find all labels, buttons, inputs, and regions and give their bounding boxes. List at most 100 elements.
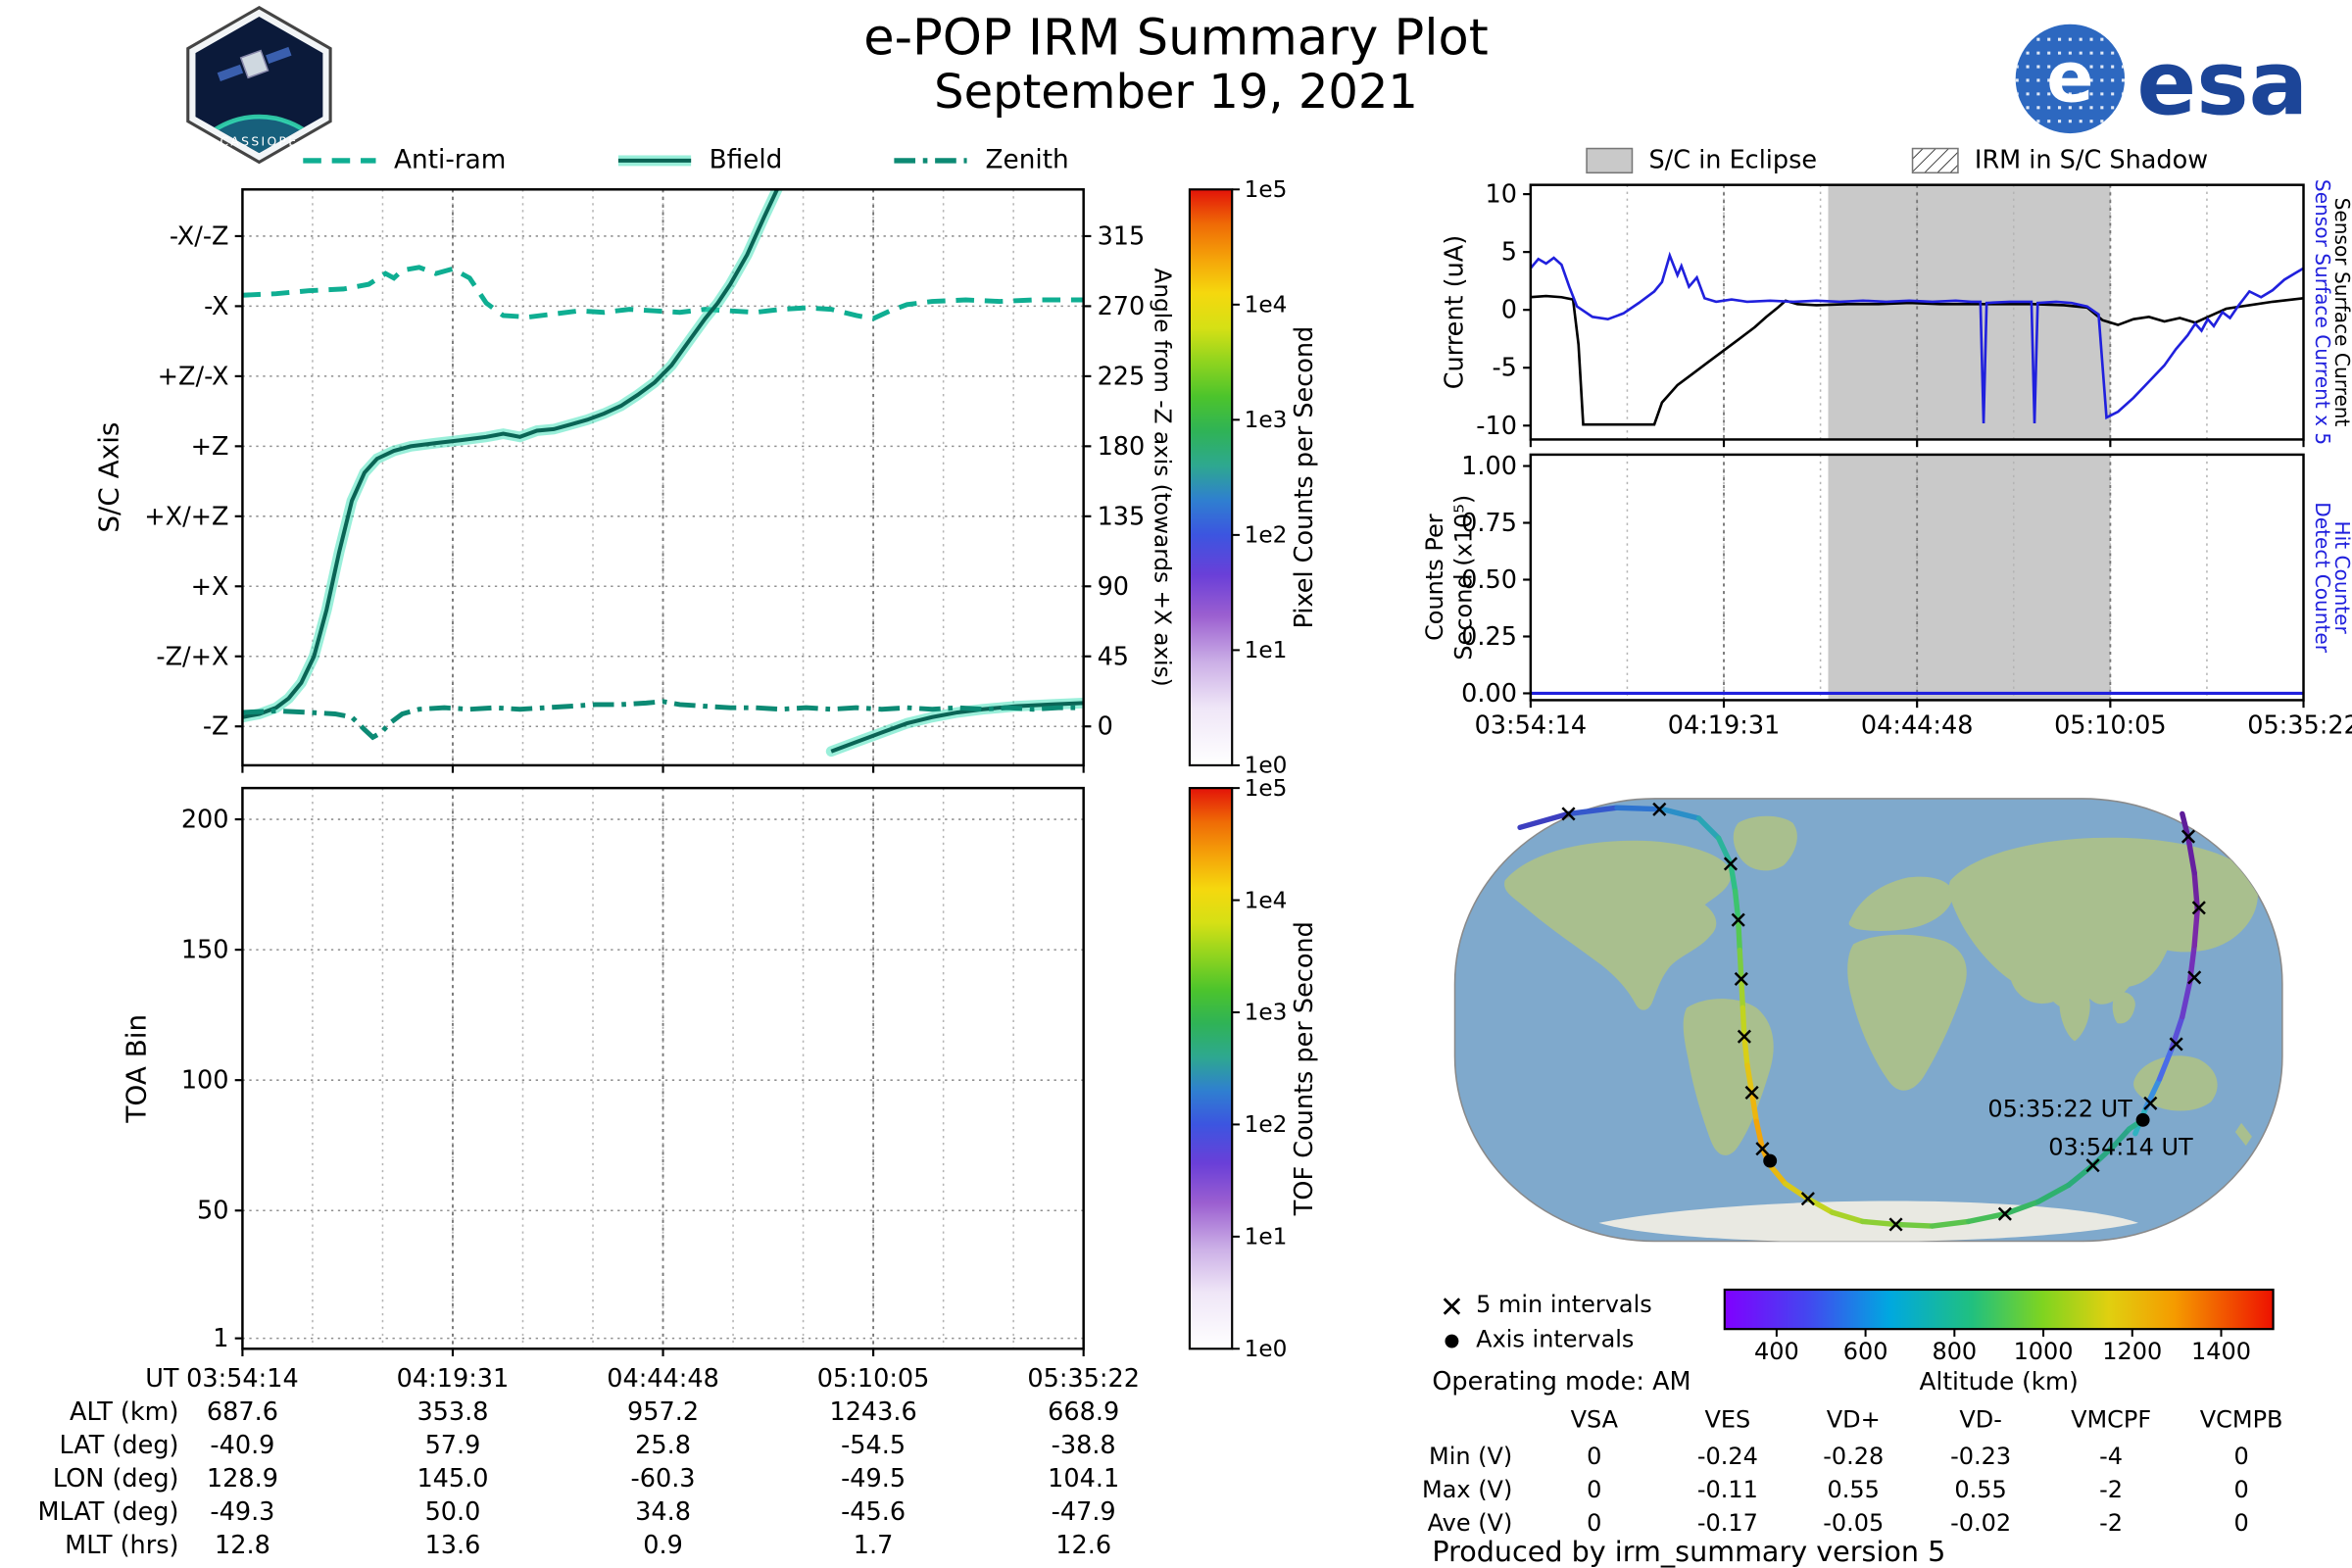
svg-text:0.00: 0.00 — [1461, 679, 1517, 709]
voltage-table-cell: -0.02 — [1950, 1509, 2012, 1538]
voltage-table-header: VES — [1704, 1406, 1751, 1434]
left-table-cell: 1243.6 — [829, 1396, 917, 1427]
left-table-cell: 0.9 — [643, 1530, 683, 1560]
svg-text:1e4: 1e4 — [1245, 292, 1288, 318]
svg-text:-X: -X — [204, 292, 228, 321]
tof-colorbar: 1e5 1e4 1e3 1e2 1e1 1e0 — [1188, 775, 1288, 1362]
patch-earth — [195, 114, 323, 154]
left-table-row-label: LON (deg) — [52, 1463, 179, 1494]
shadow-hatch-swatch — [1911, 146, 1959, 173]
pixel-colorbar: 1e5 1e4 1e3 1e2 1e1 1e0 — [1188, 176, 1288, 779]
zenith-dashdot-swatch — [894, 158, 967, 164]
svg-text:0: 0 — [1501, 296, 1517, 325]
esa-globe-icon — [2015, 24, 2126, 134]
voltage-table-cell: -0.23 — [1950, 1443, 2012, 1470]
svg-text:5: 5 — [1501, 238, 1517, 268]
svg-text:04:19:31: 04:19:31 — [1668, 710, 1781, 740]
voltage-table-row-label: Ave (V) — [1427, 1509, 1513, 1538]
svg-text:100: 100 — [181, 1066, 229, 1096]
voltage-table-cell: 0.55 — [1954, 1476, 2007, 1504]
svg-text:05:35:22 UT: 05:35:22 UT — [1987, 1096, 2132, 1123]
legend-item-zenith: Zenith — [892, 145, 1069, 175]
svg-text:-Z/+X: -Z/+X — [156, 642, 228, 671]
legend-label-bfield: Bfield — [709, 145, 783, 176]
voltage-table-cell: 0 — [2233, 1509, 2249, 1538]
altitude-colorbar: 400 600 800 1000 1200 1400 — [1723, 1288, 2275, 1365]
left-table-cell: 12.6 — [1055, 1530, 1112, 1560]
left-table-cell: -49.3 — [210, 1496, 275, 1527]
svg-text:1e5: 1e5 — [1245, 176, 1288, 203]
legend-label-shadow: IRM in S/C Shadow — [1974, 145, 2209, 174]
satellite-ground-track — [1517, 805, 2200, 1229]
voltage-table-cell: -0.24 — [1696, 1443, 1758, 1470]
svg-text:0: 0 — [1098, 712, 1113, 742]
voltage-table-cell: -4 — [2099, 1443, 2124, 1470]
left-table-cell: 04:19:31 — [396, 1363, 510, 1394]
svg-text:1e4: 1e4 — [1245, 887, 1288, 913]
svg-text:1e1: 1e1 — [1245, 637, 1288, 663]
eclipse-legend: S/C in Eclipse IRM in S/C Shadow — [1586, 145, 2209, 174]
left-table-cell: 25.8 — [635, 1430, 691, 1460]
altitude-colorbar-label: Altitude (km) — [1919, 1366, 2079, 1396]
anti-ram-dashed-swatch — [303, 158, 376, 164]
svg-text:10: 10 — [1485, 180, 1516, 210]
voltage-table-cell: -0.05 — [1823, 1509, 1885, 1538]
voltage-table-cell: -0.17 — [1696, 1509, 1758, 1538]
svg-text:315: 315 — [1098, 221, 1146, 251]
voltage-table-cell: -0.28 — [1823, 1443, 1885, 1470]
left-table-cell: 12.8 — [215, 1530, 270, 1560]
bfield-solid-swatch — [617, 155, 692, 167]
legend-label-anti-ram: Anti-ram — [394, 145, 507, 176]
voltage-table-header: VD+ — [1826, 1406, 1881, 1434]
svg-text:+Z/-X: +Z/-X — [158, 362, 229, 391]
left-table-cell: 05:10:05 — [816, 1363, 930, 1394]
left-table-cell: 57.9 — [424, 1430, 481, 1460]
left-table-cell: 353.8 — [416, 1396, 489, 1427]
svg-text:150: 150 — [181, 936, 229, 965]
legend-item-shadow: IRM in S/C Shadow — [1911, 145, 2209, 174]
voltage-table-cell: 0 — [2233, 1443, 2249, 1470]
left-table-cell: 1.7 — [853, 1530, 894, 1560]
produced-by-text: Produced by irm_summary version 5 — [1432, 1537, 1946, 1568]
svg-text:200: 200 — [181, 806, 229, 835]
sc-axis-legend: Anti-ram Bfield Zenith — [300, 145, 1069, 176]
patch-text: CASSIOPE — [220, 134, 298, 148]
sc-axis-plot: -Z 0 -Z/+X 45 +X 90 +X/+Z 135 +Z 180 +Z/-X 225 -X 270… — [144, 188, 1146, 773]
svg-text:04:44:48: 04:44:48 — [1861, 710, 1974, 740]
svg-text:1e3: 1e3 — [1245, 1000, 1288, 1026]
operating-mode-label: Operating mode: AM — [1432, 1366, 1691, 1396]
voltage-table-header: VMCPF — [2071, 1406, 2152, 1434]
ground-track-map: 05:35:22 UT 03:54:14 UT — [1453, 798, 2283, 1243]
title-line-2: September 19, 2021 — [934, 65, 1418, 121]
svg-text:1e0: 1e0 — [1245, 1336, 1288, 1362]
svg-text:90: 90 — [1098, 572, 1129, 602]
voltage-table-header: VD- — [1959, 1406, 2002, 1434]
legend-item-anti-ram: Anti-ram — [300, 145, 506, 175]
voltage-table-cell: 0 — [1587, 1476, 1602, 1504]
left-table-row-label: MLAT (deg) — [37, 1496, 179, 1527]
voltage-table-cell: 0 — [2233, 1476, 2249, 1504]
svg-text:400: 400 — [1754, 1338, 1799, 1365]
axis-intervals-label: Axis intervals — [1476, 1326, 1635, 1353]
svg-text:-5: -5 — [1492, 354, 1516, 383]
left-table-row-label: LAT (deg) — [59, 1430, 179, 1460]
left-table-cell: -47.9 — [1051, 1496, 1116, 1527]
left-table-cell: 128.9 — [206, 1463, 278, 1494]
voltage-table-cell: -2 — [2099, 1509, 2124, 1538]
svg-text:1e1: 1e1 — [1245, 1224, 1288, 1250]
svg-text:1: 1 — [213, 1324, 228, 1353]
svg-text:1e0: 1e0 — [1245, 753, 1288, 779]
patch-satellite-icon — [217, 46, 292, 82]
left-table-row-label: MLT (hrs) — [65, 1530, 179, 1560]
svg-text:45: 45 — [1098, 642, 1129, 671]
legend-label-eclipse: S/C in Eclipse — [1648, 145, 1818, 174]
current-plot: 10 5 0 -5 -10 — [1476, 180, 2305, 448]
voltage-table-row-label: Min (V) — [1429, 1443, 1513, 1470]
left-table-cell: 34.8 — [635, 1496, 691, 1527]
left-table-cell: 04:44:48 — [607, 1363, 719, 1394]
toa-plot: 200 150 100 50 1 — [181, 786, 1085, 1357]
left-table-cell: 50.0 — [424, 1496, 481, 1527]
